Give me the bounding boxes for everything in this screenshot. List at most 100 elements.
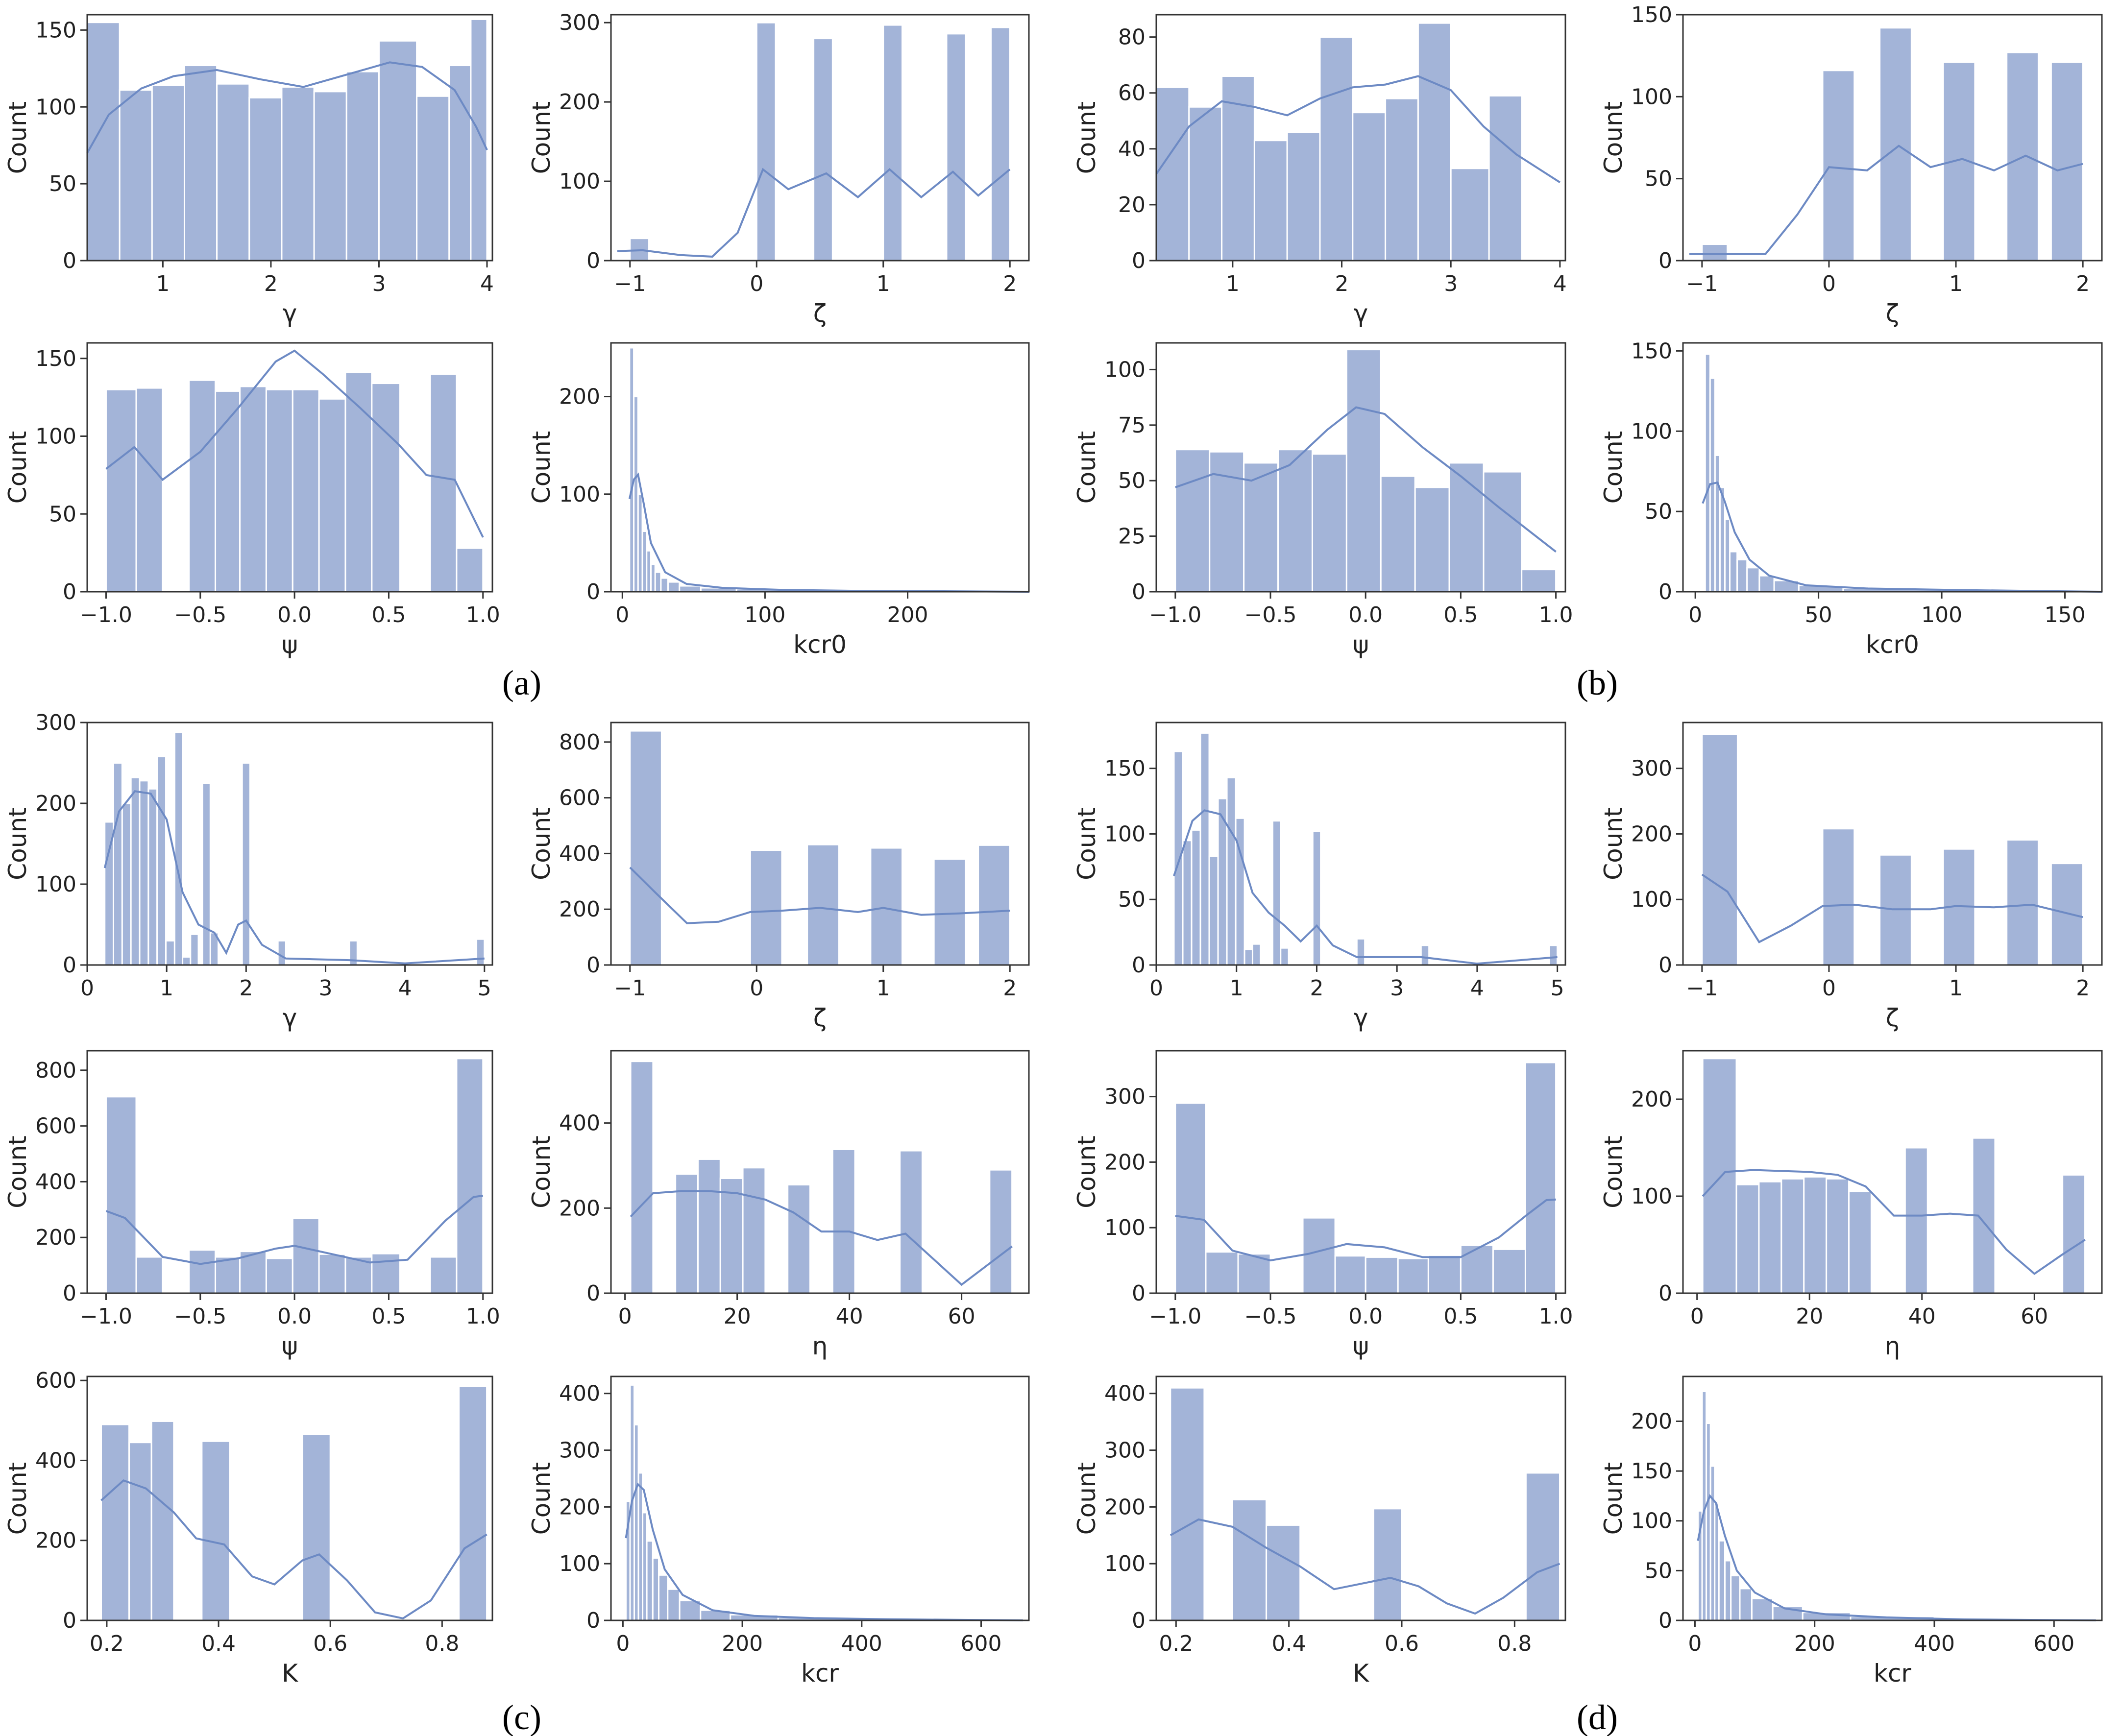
bar-b-psi-3 xyxy=(1277,449,1313,593)
y-tick-label-c-K-2: 400 xyxy=(35,1448,76,1473)
axes-frame-c-eta xyxy=(610,1050,1030,1294)
bar-d-zeta-0 xyxy=(1701,733,1738,966)
y-tick-label-b-psi-3: 75 xyxy=(1118,413,1146,438)
bar-a-kcr0-6 xyxy=(654,571,662,593)
y-tick-label-c-kcr-2: 200 xyxy=(559,1495,600,1519)
bar-c-gamma-10 xyxy=(190,933,199,966)
x-axis-label-d-zeta: ζ xyxy=(1886,1004,1899,1032)
y-tick-label-d-kcr-3: 150 xyxy=(1631,1459,1672,1484)
bar-d-gamma-2 xyxy=(1191,829,1201,966)
x-tick-label-a-zeta-1: 0 xyxy=(750,271,763,296)
bar-d-gamma-11 xyxy=(1280,947,1290,966)
bar-c-eta-3 xyxy=(719,1178,744,1294)
axes-frame-b-psi xyxy=(1155,342,1566,593)
x-tick-label-d-eta-2: 40 xyxy=(1908,1304,1936,1329)
bar-c-eta-6 xyxy=(831,1148,856,1294)
bar-b-gamma-3 xyxy=(1253,140,1288,262)
x-tick-label-b-gamma-2: 3 xyxy=(1444,271,1458,296)
y-tick-label-d-gamma-1: 50 xyxy=(1118,887,1146,912)
y-axis-label-a-zeta: Count xyxy=(527,101,556,174)
x-tick-label-d-kcr-0: 0 xyxy=(1688,1631,1702,1656)
y-tick-label-a-zeta-1: 100 xyxy=(559,169,600,194)
bar-c-K-5 xyxy=(458,1385,488,1621)
y-tick-label-b-gamma-2: 40 xyxy=(1118,137,1146,162)
bar-a-gamma-0 xyxy=(86,22,121,262)
bar-a-gamma-1 xyxy=(119,89,153,262)
y-tick-label-a-gamma-1: 50 xyxy=(49,171,76,196)
y-tick-label-b-kcr0-1: 50 xyxy=(1645,499,1672,524)
panel-label-c: (c) xyxy=(502,1698,541,1736)
y-tick-label-d-eta-2: 200 xyxy=(1631,1087,1672,1112)
bar-c-eta-7 xyxy=(899,1150,923,1294)
bar-b-kcr0-3 xyxy=(1719,486,1726,593)
bar-d-psi-2 xyxy=(1237,1253,1271,1294)
axes-frame-d-K xyxy=(1155,1375,1566,1621)
x-axis-label-d-gamma: γ xyxy=(1354,1004,1368,1032)
bar-c-eta-8 xyxy=(989,1169,1013,1294)
y-tick-label-c-eta-2: 400 xyxy=(559,1111,600,1136)
x-tick-label-a-gamma-1: 2 xyxy=(264,271,278,296)
x-tick-label-c-kcr-2: 400 xyxy=(841,1631,882,1656)
bar-d-eta-1 xyxy=(1735,1183,1760,1294)
chart-b-psi: −1.0 −0.5 0.0 0.5 1.0 0 25 50 75 100 ψ Count xyxy=(1073,342,1573,659)
y-tick-label-d-K-2: 200 xyxy=(1104,1495,1146,1519)
y-tick-label-b-gamma-1: 20 xyxy=(1118,193,1146,217)
bar-c-zeta-5 xyxy=(977,844,1011,966)
bar-c-gamma-1 xyxy=(113,762,123,966)
bar-d-gamma-12 xyxy=(1312,830,1322,966)
y-tick-label-d-gamma-3: 150 xyxy=(1104,756,1146,781)
bar-d-psi-1 xyxy=(1205,1251,1239,1294)
bar-c-zeta-0 xyxy=(629,730,662,966)
x-tick-label-a-zeta-0: −1 xyxy=(614,271,646,296)
axes-frame-d-eta xyxy=(1682,1050,2103,1294)
axes-frame-b-zeta xyxy=(1682,14,2103,262)
bar-a-psi-5 xyxy=(265,388,293,593)
chart-d-psi: −1.0 −0.5 0.0 0.5 1.0 0 100 200 300 ψ Count xyxy=(1073,1050,1573,1360)
x-tick-label-b-gamma-0: 1 xyxy=(1226,271,1240,296)
bar-a-gamma-12 xyxy=(470,18,488,262)
y-tick-label-b-gamma-0: 0 xyxy=(1132,248,1146,273)
bar-b-psi-5 xyxy=(1345,349,1382,593)
kde-line-c-zeta xyxy=(629,867,1010,924)
x-tick-label-c-psi-3: 0.5 xyxy=(371,1304,406,1329)
y-tick-label-a-kcr0-0: 0 xyxy=(586,579,600,604)
x-axis-label-a-zeta: ζ xyxy=(813,299,827,328)
chart-c-gamma: 0 1 2 3 4 5 0 100 200 300 γ Count xyxy=(3,710,493,1032)
axes-frame-b-gamma xyxy=(1155,14,1566,262)
panel-label-b: (b) xyxy=(1577,663,1618,702)
bar-b-kcr0-7 xyxy=(1746,567,1760,593)
x-tick-label-c-eta-2: 40 xyxy=(836,1304,863,1329)
x-tick-label-d-gamma-2: 2 xyxy=(1310,976,1323,1001)
bar-c-K-1 xyxy=(128,1442,152,1621)
x-tick-label-b-kcr0-2: 100 xyxy=(1921,603,1962,627)
kde-line-d-kcr xyxy=(1697,1494,2096,1621)
chart-d-K: 0.2 0.4 0.6 0.8 0 100 200 300 400 K Count xyxy=(1073,1375,1566,1688)
bar-a-gamma-6 xyxy=(281,86,315,262)
bar-a-psi-10 xyxy=(429,373,458,593)
y-tick-label-c-psi-2: 400 xyxy=(35,1169,76,1194)
y-tick-label-d-eta-1: 100 xyxy=(1631,1184,1672,1209)
y-axis-label-b-kcr0: Count xyxy=(1599,431,1628,504)
y-tick-label-a-zeta-2: 200 xyxy=(559,90,600,115)
bar-b-kcr0-8 xyxy=(1758,575,1775,593)
bar-c-K-4 xyxy=(301,1433,331,1621)
bar-d-psi-0 xyxy=(1174,1102,1207,1294)
chart-a-zeta: −1 0 1 2 0 100 200 300 ζ Count xyxy=(527,10,1030,328)
chart-b-kcr0: 0 50 100 150 0 50 100 150 kcr0 Count xyxy=(1599,338,2103,659)
bar-b-kcr0-4 xyxy=(1724,519,1731,593)
y-tick-label-c-eta-0: 0 xyxy=(586,1281,600,1306)
bar-a-psi-9 xyxy=(371,383,401,593)
x-tick-label-c-gamma-1: 1 xyxy=(160,976,173,1001)
y-axis-label-c-zeta: Count xyxy=(527,807,556,880)
bar-c-psi-9 xyxy=(371,1253,401,1294)
bar-a-zeta-1 xyxy=(756,22,777,262)
y-axis-label-c-gamma: Count xyxy=(3,807,32,880)
bar-b-zeta-2 xyxy=(1879,27,1912,262)
x-axis-label-b-zeta: ζ xyxy=(1886,299,1899,328)
bar-b-psi-10 xyxy=(1521,569,1557,593)
x-tick-label-d-eta-1: 20 xyxy=(1796,1304,1823,1329)
axes-frame-c-gamma xyxy=(86,722,493,966)
y-tick-label-a-zeta-3: 300 xyxy=(559,10,600,35)
bar-a-psi-7 xyxy=(318,398,346,593)
x-tick-label-c-K-3: 0.8 xyxy=(425,1631,459,1656)
